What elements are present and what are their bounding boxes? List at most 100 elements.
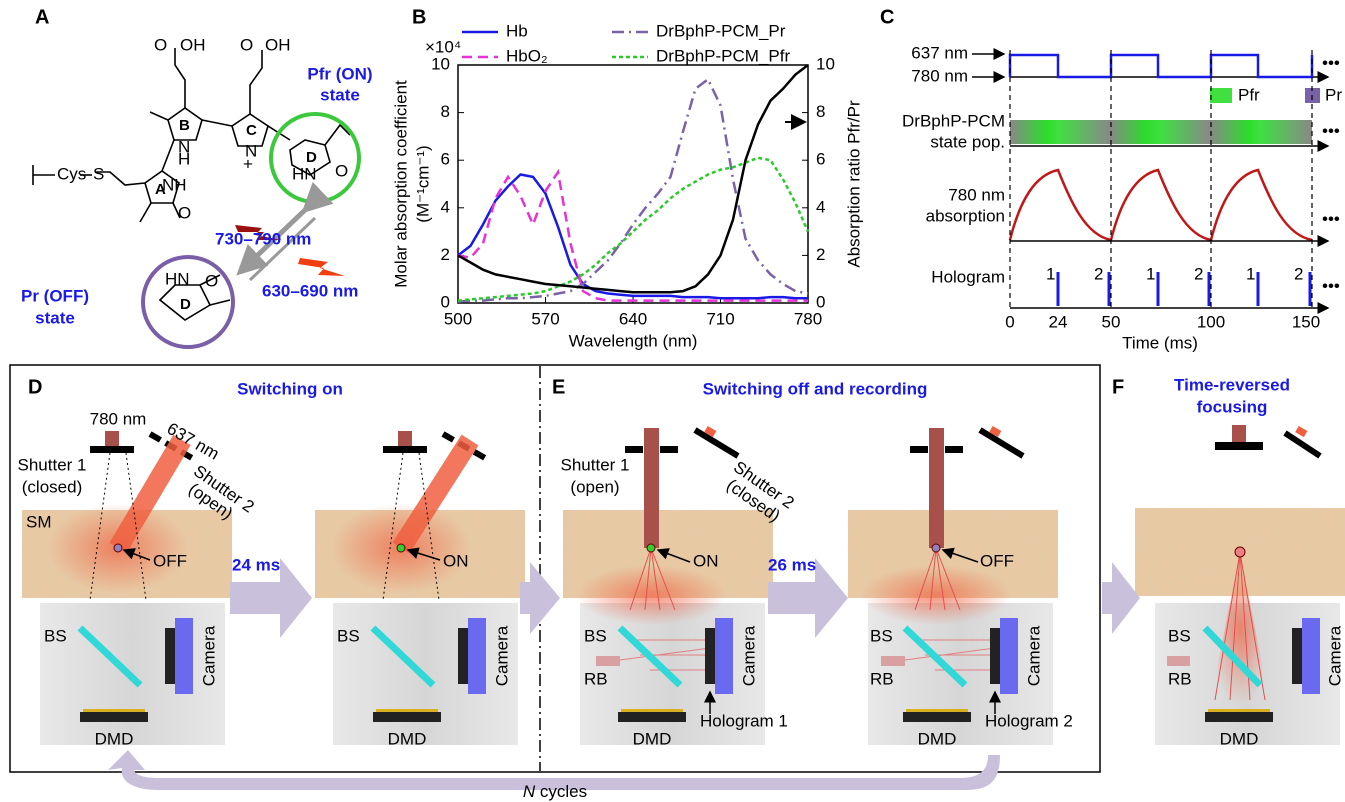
component-label: BS bbox=[337, 626, 360, 645]
camera bbox=[715, 618, 733, 694]
y2-tick-label: 6 bbox=[816, 150, 825, 169]
flow-arrow bbox=[520, 562, 560, 634]
y-tick-label: 2 bbox=[441, 245, 450, 264]
pointer bbox=[656, 548, 691, 563]
absorption-curve bbox=[1008, 168, 1313, 242]
y2-tick-label: 2 bbox=[816, 245, 825, 264]
isomerization-arrow bbox=[248, 216, 317, 282]
laser-beam bbox=[929, 428, 944, 548]
panel-label: C bbox=[880, 6, 894, 28]
component-label: Hologram 1 bbox=[700, 711, 788, 730]
dashed-guides bbox=[1009, 50, 1313, 310]
atom: HN bbox=[292, 164, 317, 183]
dmd-surface bbox=[1208, 709, 1270, 712]
time-tick: 50 bbox=[1102, 312, 1121, 331]
component-label: BS bbox=[44, 626, 67, 645]
component-label: DMD bbox=[1220, 729, 1259, 748]
beam-splitter bbox=[77, 625, 143, 688]
shutter bbox=[1215, 442, 1263, 450]
laser-637 bbox=[704, 426, 717, 438]
component-label: BS bbox=[1168, 626, 1191, 645]
state-label: OFF bbox=[153, 551, 187, 570]
component-label: DMD bbox=[918, 729, 957, 748]
ellipsis: ••• bbox=[1322, 276, 1340, 295]
atom: O bbox=[154, 35, 167, 54]
y-tick-label: 0 bbox=[441, 292, 450, 311]
series-line bbox=[457, 77, 809, 304]
state-label: state bbox=[320, 85, 360, 104]
y2-tick-label: 10 bbox=[816, 54, 835, 73]
light-spread bbox=[576, 565, 726, 625]
laser-label: 780 nm bbox=[911, 66, 968, 85]
dmd-surface bbox=[906, 709, 968, 712]
shutter bbox=[945, 446, 963, 453]
shutter-label: Shutter 1 bbox=[561, 455, 630, 474]
atom: O bbox=[240, 35, 253, 54]
scene-d1 bbox=[48, 431, 194, 722]
wavelength-label: 630–690 nm bbox=[262, 281, 358, 300]
y-tick-label: 10 bbox=[431, 54, 450, 73]
dmd bbox=[1205, 712, 1273, 722]
legend-label: DrBphP-PCM_Pr bbox=[656, 21, 786, 40]
panel-label: D bbox=[28, 376, 42, 398]
shutter bbox=[625, 446, 643, 453]
focusing-rays bbox=[1214, 551, 1266, 701]
y2-tick-label: 0 bbox=[816, 292, 825, 311]
hologram-number: 1 bbox=[1246, 264, 1255, 283]
state-label: state bbox=[35, 308, 75, 327]
cycles-n: N bbox=[523, 782, 536, 801]
camera bbox=[1000, 618, 1018, 694]
state-label: Pr (OFF) bbox=[21, 286, 89, 305]
panel-title: Switching on bbox=[237, 379, 343, 398]
laser-780 bbox=[1232, 425, 1246, 442]
laser-637 bbox=[989, 426, 1002, 438]
laser-waveform bbox=[1008, 53, 1314, 79]
laser-637 bbox=[1295, 426, 1308, 438]
atoms: O OH O OH B C A D D N H N + HN O NH O HN… bbox=[57, 35, 348, 312]
ellipsis: ••• bbox=[1322, 121, 1340, 140]
laser-label: 780 nm bbox=[90, 409, 147, 428]
ring-label: D bbox=[180, 296, 191, 313]
camera-body bbox=[705, 628, 715, 684]
ellipsis: ••• bbox=[1322, 209, 1340, 228]
component-label: DMD bbox=[95, 729, 134, 748]
panel-label: E bbox=[552, 376, 565, 398]
legend-label: Hb bbox=[506, 21, 528, 40]
dmd bbox=[80, 712, 148, 722]
hologram-ticks bbox=[1056, 272, 1312, 306]
light-spread bbox=[861, 565, 1011, 625]
dmd-surface bbox=[83, 709, 145, 712]
state-label: ON bbox=[443, 551, 469, 570]
hologram-number: 2 bbox=[1094, 264, 1103, 283]
camera bbox=[175, 618, 193, 694]
molecule bbox=[32, 48, 351, 321]
panel-b: B ×10⁴ Molar absorption coefficient (M⁻¹… bbox=[391, 6, 863, 350]
dmd bbox=[373, 712, 441, 722]
flow-arrow bbox=[1102, 562, 1140, 634]
panel-label: B bbox=[412, 6, 426, 28]
panel-a: A O OH O OH B C A D D N H N + HN O NH O … bbox=[21, 6, 373, 349]
component-label: DMD bbox=[388, 729, 427, 748]
panel-title: focusing bbox=[1197, 397, 1268, 416]
time-tick: 24 bbox=[1049, 312, 1068, 331]
cycles-label: N cycles bbox=[523, 782, 587, 801]
shutter bbox=[660, 446, 678, 453]
component-label: Camera bbox=[199, 625, 218, 686]
shutter bbox=[978, 427, 1025, 459]
frame bbox=[9, 364, 1101, 773]
flow-arrow bbox=[230, 558, 312, 638]
lightning bbox=[235, 225, 282, 240]
scene-e2 bbox=[861, 426, 1025, 722]
component-label: RB bbox=[1168, 669, 1192, 688]
panel-title: Time-reversed bbox=[1174, 375, 1290, 394]
pointer bbox=[941, 547, 979, 563]
component-label: Hologram 2 bbox=[985, 711, 1073, 730]
legend-label: Pfr bbox=[1238, 85, 1260, 104]
interval-label: 24 ms bbox=[232, 555, 280, 574]
atom: S bbox=[93, 164, 104, 183]
row-label: 780 nm bbox=[948, 185, 1005, 204]
y2-tick-label: 8 bbox=[816, 102, 825, 121]
ring-label: A bbox=[155, 181, 166, 198]
time-tick: 150 bbox=[1292, 312, 1320, 331]
x-tick-label: 710 bbox=[706, 309, 734, 328]
